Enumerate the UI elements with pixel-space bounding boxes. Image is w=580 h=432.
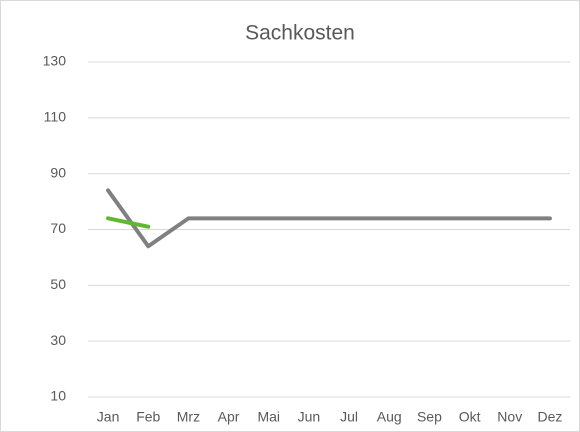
y-tick-label: 70 — [50, 220, 66, 236]
y-tick-label: 50 — [50, 276, 66, 292]
x-tick-label: Aug — [377, 409, 402, 425]
x-tick-label: Okt — [459, 409, 481, 425]
x-tick-label: Nov — [497, 409, 522, 425]
y-tick-label: 130 — [43, 53, 67, 69]
y-tick-label: 110 — [44, 109, 67, 125]
x-tick-label: Mai — [257, 409, 280, 425]
x-tick-label: Jun — [298, 409, 321, 425]
x-tick-label: Feb — [136, 409, 160, 425]
series-line — [106, 216, 151, 229]
series-line — [106, 188, 552, 249]
x-tick-label: Apr — [218, 409, 240, 425]
x-tick-label: Jul — [340, 409, 358, 425]
y-tick-label: 30 — [50, 332, 66, 348]
x-tick-label: Sep — [417, 409, 442, 425]
y-tick-label: 90 — [50, 164, 66, 180]
x-tick-label: Jan — [97, 409, 120, 425]
x-tick-label: Mrz — [177, 409, 200, 425]
x-tick-label: Dez — [537, 409, 562, 425]
y-tick-label: 10 — [50, 388, 66, 404]
chart-title: Sachkosten — [245, 22, 355, 45]
